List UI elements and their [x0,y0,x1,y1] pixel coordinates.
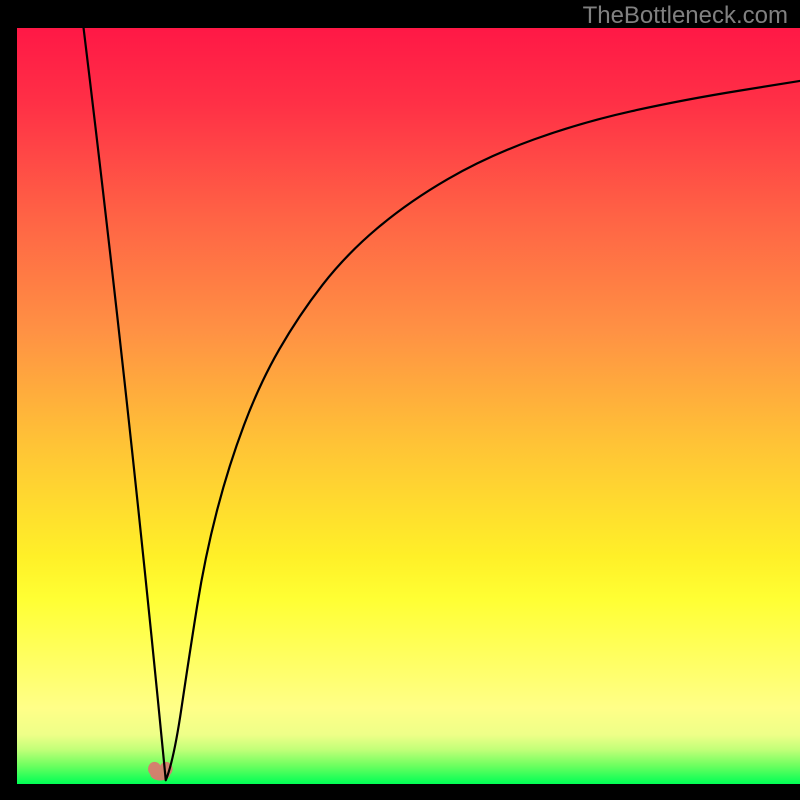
gradient-background [0,0,800,800]
border-bottom [0,784,800,800]
border-left [0,0,17,800]
chart-container: TheBottleneck.com [0,0,800,800]
watermark-text: TheBottleneck.com [583,2,788,30]
